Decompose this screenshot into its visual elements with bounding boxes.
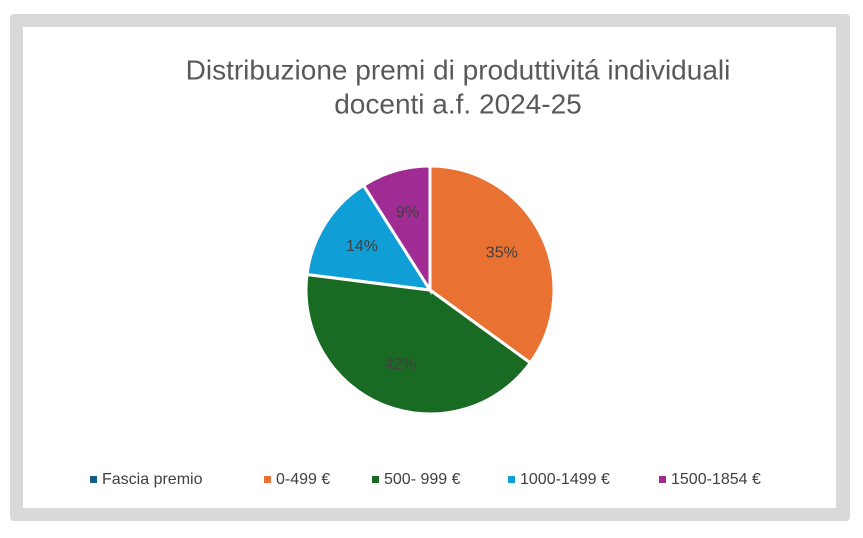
- data-label: 9%: [396, 204, 419, 221]
- legend-label: Fascia premio: [102, 471, 203, 488]
- data-label: 14%: [346, 238, 378, 255]
- legend-label: 0-499 €: [276, 471, 330, 488]
- legend-label: 1000-1499 €: [520, 471, 610, 488]
- pie-slice: [305, 183, 433, 292]
- legend-label: 500- 999 €: [384, 471, 461, 488]
- pie-slice: [428, 164, 556, 365]
- pie-slice: [304, 272, 533, 416]
- legend-marker: [508, 476, 515, 483]
- chart-title: Distribuzione premi di produttivitá indi…: [186, 54, 731, 85]
- legend-label: 1500-1854 €: [671, 471, 761, 488]
- legend-marker: [264, 476, 271, 483]
- chart-title: docenti a.f. 2024-25: [334, 88, 582, 119]
- legend-marker: [372, 476, 379, 483]
- legend-marker: [659, 476, 666, 483]
- data-label: 35%: [486, 245, 518, 262]
- legend-marker: [90, 476, 97, 483]
- pie-slice: [361, 164, 432, 296]
- data-label: 42%: [384, 356, 416, 373]
